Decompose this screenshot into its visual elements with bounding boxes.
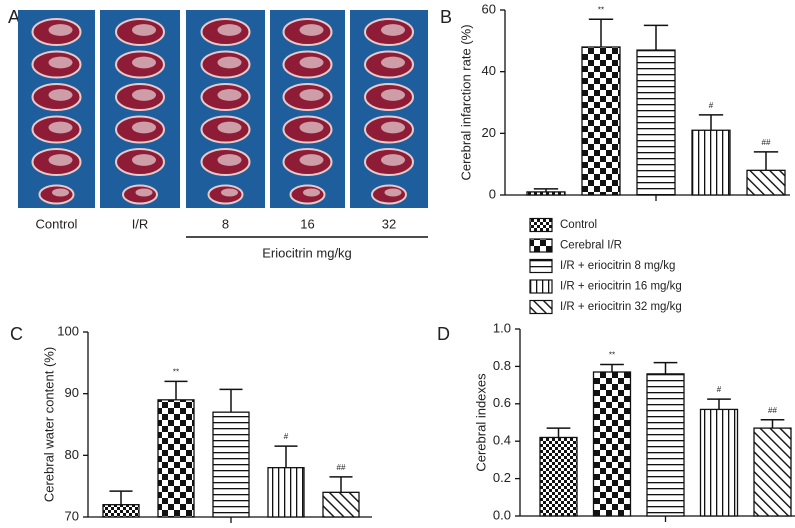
y-tick-label: 60	[482, 1, 496, 16]
y-axis-label: Cerebral indexes	[473, 373, 488, 472]
legend-label: I/R + eriocitrin 32 mg/kg	[560, 301, 682, 313]
bar	[746, 169, 786, 196]
brain-slice-pale	[299, 56, 324, 69]
brain-slice-pale	[384, 188, 402, 197]
brain-slice-pale	[132, 24, 156, 36]
bar	[646, 373, 685, 517]
legend-swatch	[529, 299, 553, 315]
brain-slice-pale	[217, 154, 242, 166]
brain-slice-pale	[303, 188, 320, 197]
group-label: 8	[222, 216, 229, 231]
brain-slice-pale	[132, 121, 156, 134]
legend-label: I/R + eriocitrin 8 mg/kg	[560, 260, 675, 272]
brain-slice-pale	[135, 188, 153, 197]
brain-slice-pale	[381, 56, 405, 69]
group-label: Control	[36, 216, 78, 231]
y-tick-label: 80	[65, 447, 79, 462]
brain-slice-pale	[217, 24, 242, 36]
brain-slice-pale	[381, 89, 405, 101]
legend-swatch	[529, 217, 553, 233]
bar	[526, 191, 566, 196]
panel-letter: B	[440, 7, 452, 27]
y-tick-label: 0.6	[493, 395, 511, 410]
legend-label: I/R + eriocitrin 16 mg/kg	[560, 281, 682, 293]
brain-slice-pale	[381, 24, 405, 36]
bar	[753, 427, 792, 517]
y-tick-label: 0	[489, 186, 496, 201]
brain-slice-pale	[48, 121, 73, 134]
y-axis-label: Cerebral infarction rate (%)	[458, 24, 473, 180]
significance-label: ##	[337, 463, 346, 472]
brain-slice-pale	[299, 24, 324, 36]
brain-slice-pale	[299, 154, 324, 166]
brain-slice-pale	[217, 56, 242, 69]
significance-label: ##	[768, 406, 777, 415]
panel-letter: D	[437, 324, 450, 344]
bar	[539, 436, 578, 517]
brain-slice-pale	[221, 188, 238, 197]
y-tick-label: 0.4	[493, 433, 511, 448]
bar	[581, 46, 621, 196]
bar	[212, 411, 250, 518]
significance-label: #	[284, 432, 289, 441]
legend-label: Control	[560, 219, 597, 231]
y-tick-label: 0.8	[493, 358, 511, 373]
panel-letter: A	[8, 7, 20, 27]
brain-slice-pale	[132, 89, 156, 101]
significance-label: #	[717, 385, 722, 394]
brain-slice-pale	[48, 89, 73, 101]
group-label: 16	[300, 216, 314, 231]
brain-slice-pale	[48, 154, 73, 166]
brain-slice-pale	[132, 154, 156, 166]
group-title: Eriocitrin mg/kg	[262, 245, 352, 260]
brain-slice-pale	[381, 121, 405, 134]
bar	[157, 399, 195, 518]
significance-label: **	[598, 5, 604, 14]
brain-slice-pale	[217, 89, 242, 101]
brain-slice-pale	[52, 188, 69, 197]
group-label: I/R	[132, 216, 149, 231]
y-tick-label: 20	[482, 125, 496, 140]
legend-label: Cerebral I/R	[560, 240, 622, 252]
bar	[592, 371, 632, 517]
legend-swatch	[529, 258, 553, 274]
significance-label: **	[609, 351, 615, 360]
group-label: 32	[382, 216, 396, 231]
bar	[636, 49, 676, 196]
brain-slice-pale	[299, 121, 324, 134]
significance-label: **	[173, 367, 179, 376]
brain-slice-pale	[217, 121, 242, 134]
bar	[691, 129, 731, 196]
y-tick-label: 100	[57, 323, 79, 338]
bar	[102, 504, 140, 518]
y-tick-label: 0.2	[493, 470, 511, 485]
significance-label: ##	[762, 138, 771, 147]
significance-label: #	[709, 101, 714, 110]
y-tick-label: 90	[65, 385, 79, 400]
y-tick-label: 1.0	[493, 320, 511, 335]
legend-swatch	[529, 279, 553, 294]
bar	[267, 467, 305, 518]
brain-slice-pale	[48, 56, 73, 69]
y-tick-label: 70	[65, 508, 79, 523]
bar	[699, 408, 739, 517]
y-tick-label: 0.0	[493, 507, 511, 522]
y-axis-label: Cerebral water content (%)	[41, 347, 56, 502]
panel-letter: C	[10, 324, 23, 344]
y-tick-label: 40	[482, 63, 496, 78]
legend-swatch	[529, 238, 553, 253]
brain-slice-pale	[48, 24, 73, 36]
brain-slice-pale	[299, 89, 324, 101]
brain-slice-pale	[132, 56, 156, 69]
brain-slice-pale	[381, 154, 405, 166]
bar	[322, 491, 360, 518]
